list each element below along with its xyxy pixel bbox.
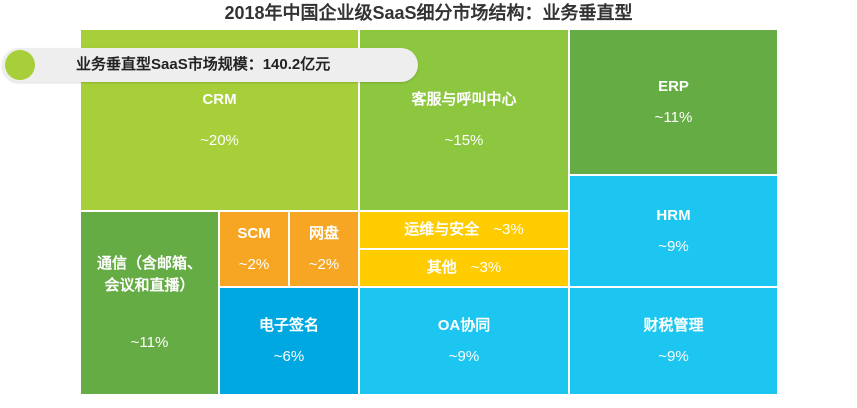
treemap-cell: 通信（含邮箱、 会议和直播） ~11% (79, 210, 220, 396)
cell-label: 财税管理 (643, 317, 704, 334)
cell-value: ~2% (238, 256, 270, 273)
cell-label: 其他 (426, 259, 457, 276)
cell-label: CRM (202, 91, 237, 108)
cell-label: ERP (658, 78, 689, 95)
cell-label: HRM (656, 207, 691, 224)
cell-label: 电子签名 (258, 317, 319, 334)
treemap-cell: ERP ~11% (568, 28, 779, 176)
treemap-cell: 网盘 ~2% (288, 210, 360, 288)
cell-value: ~3% (470, 259, 502, 276)
chart-title: 2018年中国企业级SaaS细分市场结构：业务垂直型 (224, 3, 633, 23)
treemap-cell: 客服与呼叫中心 ~15% (358, 28, 570, 212)
cell-value: ~15% (444, 132, 484, 149)
cell-label: 网盘 (308, 225, 339, 242)
market-size-badge: 业务垂直型SaaS市场规模：140.2亿元 (2, 48, 418, 82)
cell-value: ~3% (493, 221, 524, 238)
cell-value: ~11% (654, 109, 693, 126)
cell-label: 运维与安全 (404, 221, 480, 238)
market-size-text: 业务垂直型SaaS市场规模：140.2亿元 (76, 56, 331, 73)
cell-label: 客服与呼叫中心 (411, 91, 517, 108)
cell-label: 通信（含邮箱、 会议和直播） (96, 255, 202, 294)
cell-value: ~2% (308, 256, 340, 273)
cell-value: ~9% (658, 238, 689, 255)
cell-label: OA协同 (437, 317, 491, 334)
treemap-cell: OA协同 ~9% (358, 286, 570, 396)
cell-value: ~9% (658, 348, 689, 365)
treemap-cell: 其他 ~3% (358, 248, 570, 288)
treemap-cell: 电子签名 ~6% (218, 286, 360, 396)
cell-value: ~9% (448, 348, 480, 365)
cell-value: ~20% (200, 132, 239, 149)
treemap-cell: 财税管理 ~9% (568, 286, 779, 396)
badge-dot-icon (5, 50, 35, 80)
treemap-cell: SCM ~2% (218, 210, 290, 288)
cell-value: ~6% (273, 348, 305, 365)
cell-label: SCM (237, 225, 271, 242)
treemap-cell: 运维与安全 ~3% (358, 210, 570, 250)
cell-value: ~11% (130, 334, 169, 351)
treemap-cell: HRM ~9% (568, 174, 779, 288)
